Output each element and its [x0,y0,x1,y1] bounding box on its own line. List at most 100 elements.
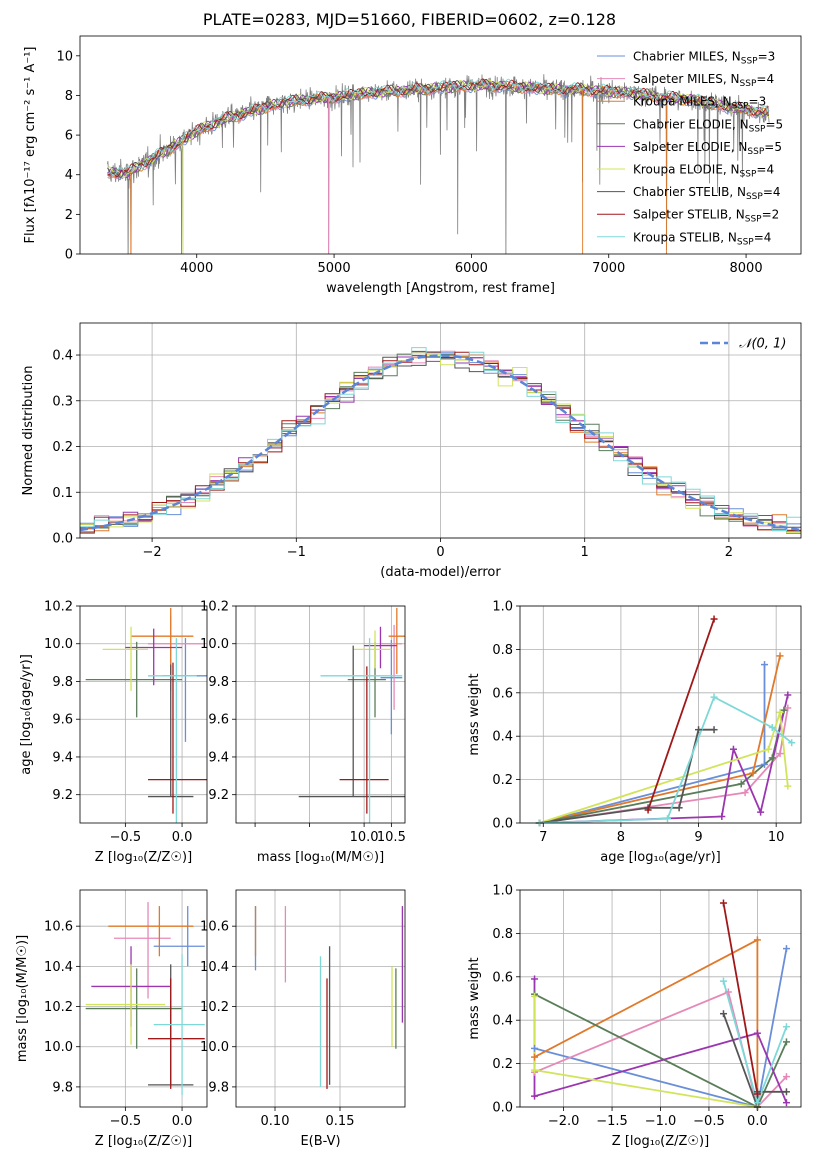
weight-line [534,948,788,1107]
legend-label: Salpeter ELODIE, NSSP=5 [633,140,782,157]
y-tick-label: 0.0 [492,817,513,832]
y-tick-label: 8 [65,89,73,104]
axes-frame [235,605,406,824]
x-tick-label: 0.0 [747,1114,768,1129]
x-tick-label: 0.0 [172,1114,193,1129]
weight-line [534,938,759,1107]
y-tick-label: 10.2 [44,1000,73,1015]
x-tick-label: 10.0 [350,830,379,845]
y-tick-label: 9.8 [52,675,73,690]
x-axis-label: (data-model)/error [380,565,501,580]
x-axis-label: Z [log₁₀(Z/Z☉)] [612,1134,709,1149]
y-tick-label: 10.4 [44,960,73,975]
y-axis-label: mass weight [467,673,482,755]
x-tick-label: 2 [725,545,733,560]
y-tick-label: 1.0 [492,600,513,615]
y-tick-label: 10.0 [44,1040,73,1055]
x-tick-label: −1.5 [596,1114,628,1129]
legend-label: Kroupa MILES, NSSP=3 [633,95,766,112]
x-axis-label: mass [log₁₀(M/M☉)] [257,850,384,865]
axes-residuals: −2 −1 0 1 2 0.0 0.1 0.2 0.3 0.4 (data-model)/error… [21,322,802,580]
weight-line [722,902,759,1095]
x-tick-label: −0.5 [693,1114,725,1129]
model-line [107,79,769,179]
x-tick-label: −2.0 [548,1114,580,1129]
x-tick-label: 0 [436,545,444,560]
histogram-series [80,347,801,531]
y-tick-label: 9.4 [208,750,229,765]
y-tick-label: 9.8 [52,1080,73,1095]
legend: 𝒩(0, 1) [700,337,786,352]
x-axis-label: wavelength [Angstrom, rest frame] [326,281,555,296]
x-tick-label: 4000 [180,261,213,276]
x-tick-label: 0.10 [261,1114,290,1129]
y-tick-label: 10.6 [44,920,73,935]
y-axis-label: mass weight [467,957,482,1039]
weight-line [539,655,781,823]
y-tick-label: 10 [56,49,73,64]
weight-line [539,712,789,823]
y-tick-label: 10.2 [200,600,229,615]
y-axis-label: age [log₁₀(age/yr)] [19,654,34,775]
y-tick-label: 10.0 [44,637,73,652]
x-tick-label: −1.0 [645,1114,677,1129]
plot-area [80,347,801,534]
y-tick-label: 10.2 [200,1000,229,1015]
legend-label: Kroupa ELODIE, NSSP=4 [633,163,774,180]
normal-curve [80,354,801,532]
y-tick-label: 0.4 [492,1014,513,1029]
y-tick-label: 10.6 [200,920,229,935]
y-tick-label: 9.8 [208,675,229,690]
plot-area [85,902,205,1095]
x-tick-label: 6000 [455,261,488,276]
x-tick-label: 0.15 [326,1114,355,1129]
x-tick-label: −0.5 [110,830,142,845]
model-line [107,78,770,176]
y-tick-label: 6 [65,129,73,144]
axes-weight-vs-metallicity: −2.0 −1.5 −1.0 −0.5 0.0 0.0 0.2 0.4 0.6 0.8 1.0 Z [… [467,884,802,1149]
weight-line [647,618,715,811]
x-tick-label: −1 [287,545,306,560]
x-tick-label: 1 [581,545,589,560]
x-tick-label: 8000 [730,261,763,276]
legend-label: 𝒩(0, 1) [739,337,786,352]
axes-frame [235,889,406,1108]
y-axis-label: Normed distribution [21,366,36,496]
y-tick-label: 0.0 [492,1101,513,1116]
plot-area [107,74,770,254]
axes-weight-vs-age: 7 8 9 10 0.0 0.2 0.4 0.6 0.8 1.0 age [log₁₀(age/yr… [467,600,802,865]
legend: Chabrier MILES, NSSP=3 Salpeter MILES, NS… [597,50,783,247]
legend-label: Chabrier ELODIE, NSSP=5 [633,117,783,134]
axes-age-vs-metallicity: −0.5 0.0 9.2 9.4 9.6 9.8 10.0 10.2 Z [log₁₀(Z/Z☉… [19,600,208,865]
legend-label: Salpeter MILES, NSSP=4 [633,72,774,89]
legend-label: Chabrier MILES, NSSP=3 [633,50,775,67]
x-axis-label: E(B-V) [300,1134,340,1149]
y-tick-label: 1.0 [492,884,513,899]
plot-area [254,906,404,1089]
weight-line [534,993,788,1107]
x-axis-label: Z [log₁₀(Z/Z☉)] [95,1134,192,1149]
y-tick-label: 4 [65,168,73,183]
x-axis-label: Z [log₁₀(Z/Z☉)] [95,850,192,865]
y-tick-label: 10.0 [200,1040,229,1055]
axes-mass-vs-metallicity: −0.5 0.0 9.8 10.0 10.2 10.4 10.6 Z [log₁₀(Z/Z☉)… [15,889,208,1149]
plot-area [298,607,405,823]
y-tick-label: 0.3 [52,394,73,409]
y-tick-label: 0.8 [492,927,513,942]
legend-label: Chabrier STELIB, NSSP=4 [633,185,781,202]
x-axis-label: age [log₁₀(age/yr)] [600,850,721,865]
axes-frame [519,605,802,824]
x-tick-label: 10 [768,830,785,845]
y-tick-label: 9.4 [52,750,73,765]
y-tick-label: 0.2 [492,1057,513,1072]
y-tick-label: 0.1 [52,486,73,501]
model-line [107,78,770,178]
y-tick-label: 0.2 [492,773,513,788]
axes-spectrum: 4000 5000 6000 7000 8000 0 2 4 6 8 10 wavelength [A… [23,35,802,296]
x-tick-label: 9 [694,830,702,845]
y-tick-label: 0.6 [492,686,513,701]
x-tick-label: −2 [143,545,162,560]
axes-frame [79,889,208,1108]
